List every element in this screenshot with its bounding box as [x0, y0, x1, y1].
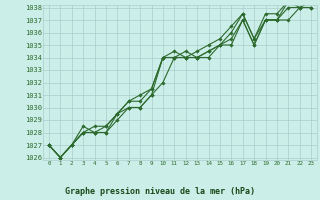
Text: Graphe pression niveau de la mer (hPa): Graphe pression niveau de la mer (hPa): [65, 187, 255, 196]
